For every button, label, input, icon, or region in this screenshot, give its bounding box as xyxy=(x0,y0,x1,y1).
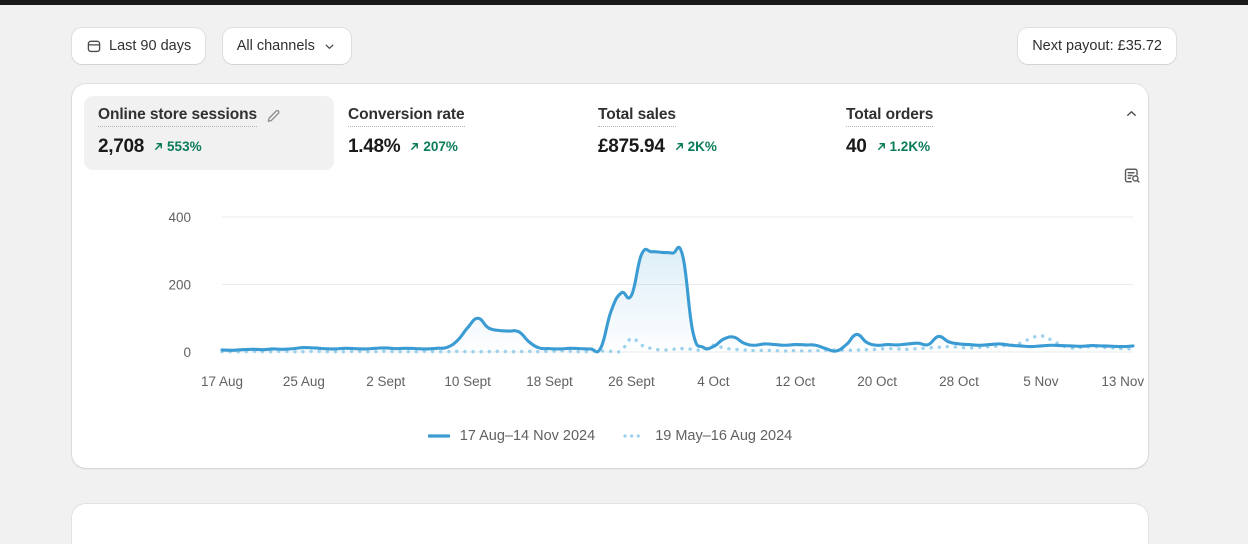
legend-dotted-swatch xyxy=(623,434,645,438)
pencil-icon[interactable] xyxy=(265,108,282,125)
svg-text:12 Oct: 12 Oct xyxy=(775,374,815,389)
next-section-card xyxy=(72,504,1148,544)
metric-value-row: 2,708 553% xyxy=(98,136,320,158)
arrow-up-right-icon xyxy=(674,141,685,152)
metric-label-row: Conversion rate xyxy=(348,106,570,127)
sessions-line-chart[interactable]: 0 200 400 17 Aug 25 Aug 2 Sept 10 Sept 18 Sept… xyxy=(72,178,1148,408)
chevron-down-icon xyxy=(322,39,337,54)
svg-text:400: 400 xyxy=(168,210,191,225)
legend-solid-swatch xyxy=(427,434,450,438)
channel-label: All channels xyxy=(236,38,315,54)
metric-value-row: £875.94 2K% xyxy=(598,136,818,158)
chart-canvas: 0 200 400 17 Aug 25 Aug 2 Sept 10 Sept 18 Sept… xyxy=(168,210,1144,389)
date-range-label: Last 90 days xyxy=(109,38,192,54)
metrics-row: Online store sessions 2,708 553% xyxy=(84,96,1136,170)
metric-label: Total sales xyxy=(598,106,676,127)
metric-value: 1.48% xyxy=(348,136,401,157)
arrow-up-right-icon xyxy=(876,141,887,152)
metric-total-sales[interactable]: Total sales £875.94 2K% xyxy=(584,96,832,170)
svg-text:26 Sept: 26 Sept xyxy=(608,374,655,389)
svg-text:20 Oct: 20 Oct xyxy=(857,374,897,389)
chevron-up-icon xyxy=(1123,105,1140,122)
metric-label-row: Online store sessions xyxy=(98,106,320,127)
metric-delta-value: 207% xyxy=(423,139,458,154)
channel-filter-button[interactable]: All channels xyxy=(222,28,351,64)
legend-label: 17 Aug–14 Nov 2024 xyxy=(459,428,596,444)
metric-delta: 207% xyxy=(409,139,458,154)
metric-delta: 2K% xyxy=(674,139,717,154)
metric-delta: 1.2K% xyxy=(876,139,931,154)
analytics-overview-card: Online store sessions 2,708 553% xyxy=(72,84,1148,468)
metric-delta-value: 553% xyxy=(167,139,202,154)
svg-text:17 Aug: 17 Aug xyxy=(201,374,243,389)
svg-text:200: 200 xyxy=(168,278,191,293)
calendar-icon xyxy=(86,38,102,54)
metric-delta-value: 1.2K% xyxy=(889,139,931,154)
svg-text:13 Nov: 13 Nov xyxy=(1101,374,1144,389)
chart-y-axis-labels: 0 200 400 xyxy=(168,210,191,360)
metric-conversion-rate[interactable]: Conversion rate 1.48% 207% xyxy=(334,96,584,170)
metric-value: 40 xyxy=(846,136,867,157)
metric-online-store-sessions[interactable]: Online store sessions 2,708 553% xyxy=(84,96,334,170)
date-range-filter-button[interactable]: Last 90 days xyxy=(72,28,206,64)
svg-text:10 Sept: 10 Sept xyxy=(444,374,491,389)
arrow-up-right-icon xyxy=(153,141,164,152)
arrow-up-right-icon xyxy=(409,141,420,152)
browser-top-bar xyxy=(0,0,1248,5)
metric-total-orders[interactable]: Total orders 40 1.2K% xyxy=(832,96,1080,170)
chart-series xyxy=(220,245,1135,354)
svg-text:28 Oct: 28 Oct xyxy=(939,374,979,389)
chart-legend: 17 Aug–14 Nov 2024 19 May–16 Aug 2024 xyxy=(72,428,1148,444)
document-search-icon xyxy=(1122,166,1141,185)
legend-label: 19 May–16 Aug 2024 xyxy=(655,428,793,444)
view-report-button[interactable] xyxy=(1116,160,1146,190)
svg-text:4 Oct: 4 Oct xyxy=(697,374,730,389)
legend-item-current[interactable]: 17 Aug–14 Nov 2024 xyxy=(427,428,596,444)
metric-delta-value: 2K% xyxy=(687,139,717,154)
metric-value: £875.94 xyxy=(598,136,665,157)
svg-text:18 Sept: 18 Sept xyxy=(526,374,573,389)
svg-text:2 Sept: 2 Sept xyxy=(366,374,405,389)
filter-bar: Last 90 days All channels Next payout: £… xyxy=(72,28,1176,66)
chart-x-axis-labels: 17 Aug 25 Aug 2 Sept 10 Sept 18 Sept 26 Sept 4… xyxy=(201,374,1144,389)
next-payout-button[interactable]: Next payout: £35.72 xyxy=(1018,28,1176,64)
metric-label: Total orders xyxy=(846,106,933,127)
svg-text:25 Aug: 25 Aug xyxy=(283,374,325,389)
metric-value: 2,708 xyxy=(98,136,145,157)
collapse-card-button[interactable] xyxy=(1116,98,1146,128)
metric-value-row: 40 1.2K% xyxy=(846,136,1066,158)
svg-text:0: 0 xyxy=(183,345,191,360)
legend-item-compare[interactable]: 19 May–16 Aug 2024 xyxy=(623,428,792,444)
next-payout-label: Next payout: £35.72 xyxy=(1032,38,1162,54)
metric-delta: 553% xyxy=(153,139,202,154)
svg-text:5 Nov: 5 Nov xyxy=(1023,374,1059,389)
metric-label-row: Total sales xyxy=(598,106,818,127)
metric-label: Online store sessions xyxy=(98,106,257,127)
metric-label-row: Total orders xyxy=(846,106,1066,127)
metric-value-row: 1.48% 207% xyxy=(348,136,570,158)
metric-label: Conversion rate xyxy=(348,106,465,127)
